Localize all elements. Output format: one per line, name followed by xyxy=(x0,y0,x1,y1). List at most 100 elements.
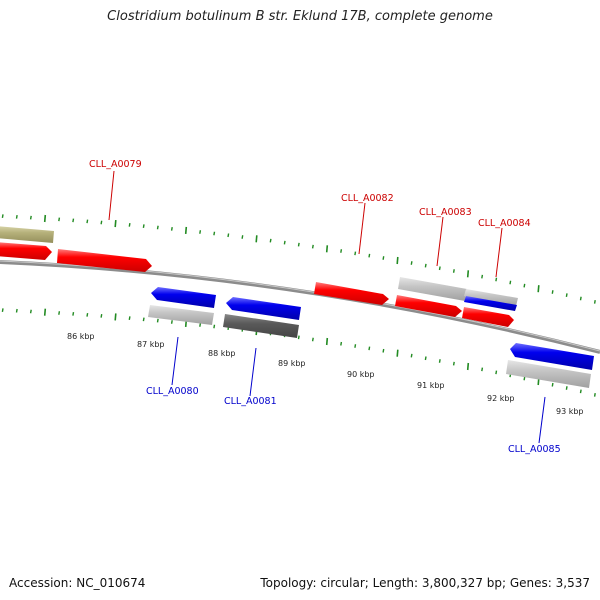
gene-feature-red[interactable] xyxy=(395,295,462,317)
gene-CLL_A0082[interactable] xyxy=(314,282,389,305)
scale-tick xyxy=(142,317,145,322)
gene-feature-gray[interactable] xyxy=(464,289,518,306)
scale-tick xyxy=(438,359,441,363)
gene-CLL_A0080[interactable] xyxy=(151,287,216,308)
scale-tick xyxy=(509,280,512,285)
scale-tick xyxy=(255,235,258,243)
scale-label: 88 kbp xyxy=(208,349,236,358)
scale-tick xyxy=(199,323,202,327)
tick-row-upper xyxy=(1,214,596,304)
scale-tick xyxy=(58,217,61,222)
scale-tick xyxy=(466,270,470,278)
scale-tick xyxy=(354,251,357,256)
scale-tick xyxy=(340,249,343,253)
scale-tick xyxy=(15,308,18,313)
scale-tick xyxy=(495,370,498,375)
scale-tick xyxy=(43,308,47,316)
scale-tick xyxy=(325,245,329,253)
scale-tick xyxy=(579,389,582,394)
scale-tick xyxy=(43,214,47,223)
scale-tick xyxy=(537,285,540,293)
scale-label: 93 kbp xyxy=(556,407,584,416)
scale-tick xyxy=(410,261,413,265)
scale-tick xyxy=(565,293,568,298)
gene-feature-red[interactable] xyxy=(0,242,52,260)
scale-label: 86 kbp xyxy=(67,332,95,341)
scale-tick xyxy=(593,392,596,397)
scale-tick xyxy=(269,238,272,243)
gene-feature-olive[interactable] xyxy=(0,226,54,243)
gene-CLL_A0079[interactable] xyxy=(57,249,152,272)
scale-tick xyxy=(579,296,582,301)
scale-tick xyxy=(311,337,314,342)
scale-tick xyxy=(481,367,484,372)
scale-tick xyxy=(438,266,441,271)
scale-tick xyxy=(86,312,89,317)
scale-tick xyxy=(551,382,554,387)
gene-label: CLL_A0080 xyxy=(146,386,199,397)
scale-label: 87 kbp xyxy=(137,340,165,349)
scale-tick xyxy=(170,226,173,231)
scale-tick xyxy=(1,308,4,313)
scale-tick xyxy=(340,341,343,346)
scale-tick xyxy=(72,311,75,316)
gene-feature-red[interactable] xyxy=(462,307,514,327)
gene-feature-dark[interactable] xyxy=(223,314,299,338)
gene-CLL_A0084[interactable] xyxy=(464,296,517,311)
gene-label: CLL_A0082 xyxy=(341,193,394,204)
scale-tick xyxy=(368,346,371,351)
gene-label: CLL_A0084 xyxy=(478,218,531,229)
label-leaders xyxy=(108,170,546,444)
gene-label: CLL_A0079 xyxy=(89,159,142,170)
gene-label: CLL_A0081 xyxy=(224,396,277,407)
scale-tick xyxy=(199,230,202,234)
scale-tick xyxy=(184,226,188,234)
scale-tick xyxy=(1,214,4,219)
gene-feature-gray[interactable] xyxy=(148,305,214,325)
scale-tick xyxy=(170,320,173,324)
scale-tick xyxy=(283,240,286,245)
gene-labels: CLL_A0079 CLL_A0080 CLL_A0081 CLL_A0082 … xyxy=(89,159,561,455)
scale-tick xyxy=(100,220,103,225)
scale-tick xyxy=(15,214,18,219)
scale-tick xyxy=(100,313,103,318)
scale-tick xyxy=(241,235,244,239)
scale-tick xyxy=(382,256,385,260)
scale-tick xyxy=(29,309,32,314)
scale-label: 92 kbp xyxy=(487,394,515,403)
scale-tick xyxy=(86,219,89,224)
gene-label: CLL_A0085 xyxy=(508,444,561,455)
gene-CLL_A0085[interactable] xyxy=(510,343,594,370)
scale-tick xyxy=(297,335,300,340)
scale-tick xyxy=(452,361,455,366)
gene-CLL_A0083[interactable] xyxy=(398,277,467,301)
scale-tick xyxy=(114,220,117,228)
scale-tick xyxy=(396,256,399,265)
scale-tick xyxy=(58,311,61,315)
scale-tick xyxy=(424,356,427,361)
scale-tick xyxy=(156,318,159,323)
scale-tick xyxy=(311,244,314,249)
scale-label: 89 kbp xyxy=(278,359,306,368)
scale-tick xyxy=(551,290,554,294)
scale-tick xyxy=(354,344,357,348)
scale-tick xyxy=(481,274,484,279)
scale-tick xyxy=(523,283,526,288)
scale-tick xyxy=(213,324,216,329)
scale-tick xyxy=(156,225,159,230)
gene-feature-gray[interactable] xyxy=(506,360,591,388)
scale-tick xyxy=(142,224,145,229)
scale-tick xyxy=(114,313,117,321)
scale-tick xyxy=(410,353,413,358)
scale-tick xyxy=(227,233,230,238)
scale-tick xyxy=(72,218,75,223)
map-title: Clostridium botulinum B str. Eklund 17B,… xyxy=(107,9,493,24)
tick-row-lower xyxy=(1,308,596,397)
scale-tick xyxy=(424,263,427,268)
gene-CLL_A0081[interactable] xyxy=(226,297,301,320)
scale-tick xyxy=(128,316,131,321)
backbone xyxy=(0,260,600,354)
scale-tick xyxy=(368,253,371,258)
scale-tick xyxy=(396,349,399,357)
